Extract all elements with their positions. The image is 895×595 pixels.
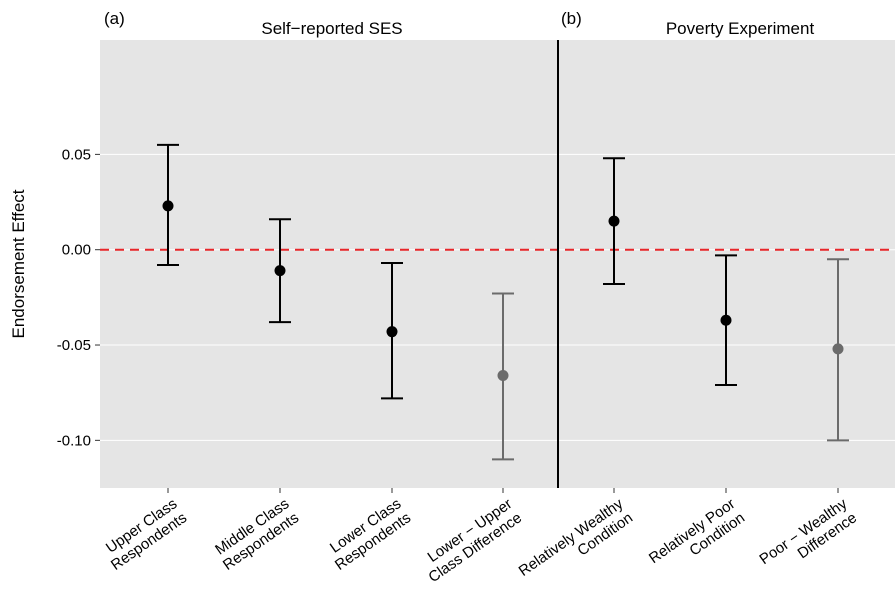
plot-background — [100, 40, 895, 488]
error-bar-group — [381, 262, 403, 400]
panel-headers: (a) Self−reported SES (b) Poverty Experimen… — [104, 9, 814, 38]
y-tick-label: 0.05 — [62, 146, 91, 163]
y-axis: 0.05 0.00 -0.05 -0.10 — [57, 146, 100, 449]
error-bar-group — [715, 254, 737, 387]
panel-letter: (a) — [104, 9, 125, 28]
panel-title: Poverty Experiment — [666, 19, 815, 38]
estimate-point — [832, 343, 844, 355]
estimate-point — [274, 265, 286, 277]
estimate-point — [162, 200, 174, 212]
error-bar-group — [492, 292, 514, 461]
panel-title: Self−reported SES — [261, 19, 402, 38]
estimate-marks — [157, 143, 849, 461]
estimate-point — [608, 215, 620, 227]
estimate-point — [720, 314, 732, 326]
error-bar-group — [603, 157, 625, 286]
y-axis-title: Endorsement Effect — [9, 189, 28, 338]
panel-letter: (b) — [561, 9, 582, 28]
error-bar-group — [269, 218, 291, 324]
y-tick-label: -0.05 — [57, 337, 91, 354]
estimate-point — [497, 370, 509, 382]
estimate-point — [386, 326, 398, 338]
y-tick-label: -0.10 — [57, 432, 91, 449]
error-bar-group — [157, 143, 179, 266]
y-tick-label: 0.00 — [62, 242, 91, 259]
error-bar-group — [827, 258, 849, 442]
